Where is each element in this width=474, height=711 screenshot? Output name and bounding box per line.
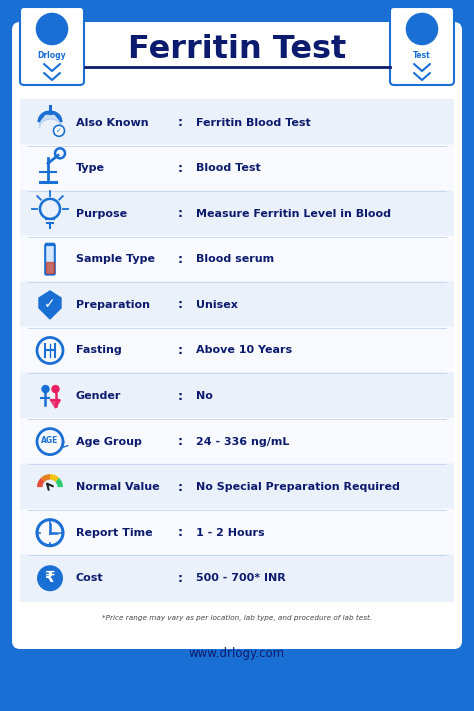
Text: :: : bbox=[177, 344, 182, 357]
FancyBboxPatch shape bbox=[20, 326, 454, 375]
Text: *Price range may vary as per location, lab type, and procedure of lab test.: *Price range may vary as per location, l… bbox=[102, 615, 372, 621]
Text: :: : bbox=[177, 117, 182, 129]
FancyBboxPatch shape bbox=[20, 509, 454, 557]
Text: Also Known: Also Known bbox=[76, 118, 149, 128]
Text: ✓: ✓ bbox=[44, 297, 56, 311]
Text: Test: Test bbox=[413, 50, 431, 60]
Text: Purpose: Purpose bbox=[76, 209, 127, 219]
Text: AGE: AGE bbox=[41, 436, 59, 445]
Text: Ferritin Test: Ferritin Test bbox=[128, 35, 346, 65]
Text: No: No bbox=[196, 391, 213, 401]
Text: Unisex: Unisex bbox=[196, 300, 238, 310]
Text: :: : bbox=[177, 572, 182, 584]
Text: Blood Test: Blood Test bbox=[196, 164, 261, 173]
Wedge shape bbox=[50, 474, 59, 482]
Text: Gender: Gender bbox=[76, 391, 121, 401]
FancyBboxPatch shape bbox=[45, 244, 55, 274]
FancyBboxPatch shape bbox=[20, 555, 454, 602]
Text: Normal Value: Normal Value bbox=[76, 482, 160, 492]
Polygon shape bbox=[46, 243, 55, 245]
Text: Report Time: Report Time bbox=[76, 528, 153, 538]
Text: Cost: Cost bbox=[76, 573, 104, 583]
FancyBboxPatch shape bbox=[390, 7, 454, 85]
FancyBboxPatch shape bbox=[20, 464, 454, 511]
Text: 500 - 700* INR: 500 - 700* INR bbox=[196, 573, 286, 583]
Text: :: : bbox=[177, 208, 182, 220]
Text: :: : bbox=[177, 526, 182, 539]
Circle shape bbox=[37, 565, 63, 592]
Circle shape bbox=[41, 385, 50, 393]
FancyBboxPatch shape bbox=[20, 281, 454, 328]
Text: www.drlogy.com: www.drlogy.com bbox=[189, 646, 285, 660]
Text: :: : bbox=[177, 162, 182, 175]
Text: Drlogy: Drlogy bbox=[38, 50, 66, 60]
FancyBboxPatch shape bbox=[20, 235, 454, 283]
Text: Ferritin Blood Test: Ferritin Blood Test bbox=[196, 118, 311, 128]
Wedge shape bbox=[55, 478, 63, 487]
FancyBboxPatch shape bbox=[20, 144, 454, 192]
Text: :: : bbox=[177, 390, 182, 402]
Text: Type: Type bbox=[76, 164, 105, 173]
Polygon shape bbox=[39, 291, 61, 319]
Text: Preparation: Preparation bbox=[76, 300, 150, 310]
FancyBboxPatch shape bbox=[20, 418, 454, 466]
Text: :: : bbox=[177, 299, 182, 311]
Polygon shape bbox=[51, 400, 61, 408]
Polygon shape bbox=[46, 262, 54, 274]
Text: :: : bbox=[177, 481, 182, 493]
Text: Sample Type: Sample Type bbox=[76, 255, 155, 264]
Text: :: : bbox=[177, 435, 182, 448]
Text: 24 - 336 ng/mL: 24 - 336 ng/mL bbox=[196, 437, 289, 447]
Circle shape bbox=[405, 12, 439, 46]
Text: Age Group: Age Group bbox=[76, 437, 142, 447]
Text: Blood serum: Blood serum bbox=[196, 255, 274, 264]
Circle shape bbox=[35, 12, 69, 46]
FancyBboxPatch shape bbox=[20, 99, 454, 146]
Wedge shape bbox=[37, 478, 45, 487]
Circle shape bbox=[51, 385, 60, 393]
Text: 1 - 2 Hours: 1 - 2 Hours bbox=[196, 528, 264, 538]
Text: Fasting: Fasting bbox=[76, 346, 122, 356]
Circle shape bbox=[54, 125, 64, 137]
Text: ₹: ₹ bbox=[45, 570, 55, 585]
FancyBboxPatch shape bbox=[20, 7, 84, 85]
Text: :: : bbox=[177, 253, 182, 266]
FancyBboxPatch shape bbox=[12, 22, 462, 649]
FancyBboxPatch shape bbox=[20, 190, 454, 237]
Text: Measure Ferritin Level in Blood: Measure Ferritin Level in Blood bbox=[196, 209, 391, 219]
Text: No Special Preparation Required: No Special Preparation Required bbox=[196, 482, 400, 492]
Text: Above 10 Years: Above 10 Years bbox=[196, 346, 292, 356]
Text: ✓: ✓ bbox=[56, 128, 62, 134]
Wedge shape bbox=[41, 474, 50, 482]
FancyBboxPatch shape bbox=[20, 372, 454, 420]
